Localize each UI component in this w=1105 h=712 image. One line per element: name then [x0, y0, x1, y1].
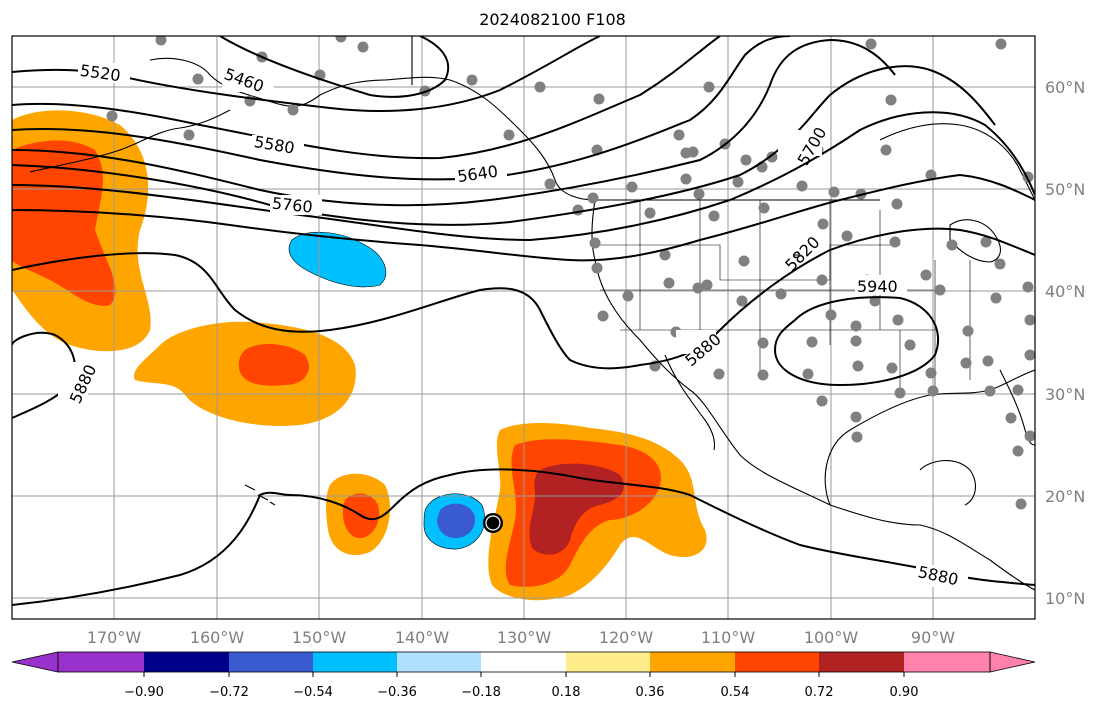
lon-tick-label: 130°W	[497, 628, 552, 647]
us-west-coast	[591, 199, 1035, 591]
lon-tick-label: 110°W	[701, 628, 756, 647]
lon-tick-label: 120°W	[599, 628, 654, 647]
aleutians	[29, 109, 231, 173]
colorbar-segment	[144, 652, 229, 672]
contour-5460	[219, 36, 450, 98]
colorbar-segment	[58, 652, 144, 672]
contour-5640	[12, 36, 791, 181]
lon-tick-label: 160°W	[190, 628, 245, 647]
map-frame	[11, 35, 1036, 620]
colorbar-tick-label: −0.54	[293, 685, 333, 700]
coastlines	[29, 36, 1035, 591]
colorbar-tick-label: −0.90	[124, 685, 164, 700]
colorbar-extend-high	[989, 651, 1036, 673]
colorbar-segment	[904, 652, 990, 672]
contour-5880-south	[12, 468, 1035, 606]
colorbar-tick-label: −0.18	[461, 685, 501, 700]
colorbar-tick-label: −0.36	[377, 685, 417, 700]
colorbar-segment	[735, 652, 819, 672]
lat-tick-label: 20°N	[1045, 487, 1085, 506]
colorbar: −0.90 −0.72 −0.54 −0.36 −0.18 0.18 0.36 …	[11, 651, 1036, 700]
contour-5940	[773, 296, 940, 387]
great-lakes	[949, 219, 1001, 263]
colorbar-frame	[57, 651, 991, 673]
colorbar-tick-label: 0.18	[552, 685, 581, 700]
contour-5700-a	[12, 38, 896, 207]
contour-5880-loop	[12, 331, 76, 419]
colorbar-tick-label: −0.72	[209, 685, 249, 700]
contour-5760	[12, 111, 1035, 242]
colorbar-segment	[481, 652, 566, 672]
lon-tick-label: 170°W	[87, 628, 142, 647]
contour-5580	[12, 36, 721, 160]
anomaly-blue-north	[288, 231, 387, 288]
hudson-bay	[879, 123, 1035, 201]
map-title: 2024082100 F108	[479, 10, 626, 29]
colorbar-tick-label: 0.36	[636, 685, 665, 700]
contour-label: 5760	[271, 194, 313, 217]
colorbar-segment	[397, 652, 481, 672]
lat-tick-label: 40°N	[1045, 282, 1085, 301]
colorbar-segment	[819, 652, 904, 672]
colorbar-tick-label: 0.90	[890, 685, 919, 700]
contour-label: 5940	[857, 277, 898, 296]
lat-tick-labels: 10°N 20°N 30°N 40°N 50°N 60°N	[1045, 78, 1085, 608]
anomaly-red-central	[238, 343, 309, 386]
lon-tick-label: 100°W	[804, 628, 859, 647]
anomaly-darkred-east	[529, 463, 624, 555]
contour-5820	[12, 173, 1035, 262]
station-dots	[106, 36, 1035, 510]
lon-tick-label: 150°W	[292, 628, 347, 647]
colorbar-extend-low	[11, 651, 59, 673]
contour-5700-b	[12, 65, 996, 226]
florida	[999, 369, 1035, 446]
colorbar-segment	[229, 652, 313, 672]
yucatan	[919, 460, 976, 506]
baja-california	[664, 354, 716, 451]
gulf-of-mexico	[824, 369, 1035, 506]
lat-tick-label: 10°N	[1045, 589, 1085, 608]
lat-tick-label: 30°N	[1045, 385, 1085, 404]
colorbar-segment	[313, 652, 397, 672]
lon-tick-labels: 170°W 160°W 150°W 140°W 130°W 120°W 110°…	[87, 628, 955, 647]
height-contours	[12, 36, 1035, 606]
contour-5880-west	[12, 227, 1035, 370]
contour-labels: 5520 5460 5580 5640 5760 5700 5820 5940 …	[58, 61, 968, 589]
gridlines	[12, 36, 1035, 619]
map-panel: 5520 5460 5580 5640 5760 5700 5820 5940 …	[12, 36, 1035, 619]
lat-tick-label: 60°N	[1045, 78, 1085, 97]
colorbar-tick-label: 0.72	[805, 685, 834, 700]
lat-tick-label: 50°N	[1045, 180, 1085, 199]
colorbar-segment	[650, 652, 735, 672]
lon-tick-label: 90°W	[911, 628, 955, 647]
lon-tick-label: 140°W	[395, 628, 450, 647]
colorbar-segment	[566, 652, 650, 672]
anomaly-darkblue-storm	[437, 503, 475, 538]
storm-center-marker	[483, 513, 503, 533]
colorbar-tick-label: 0.54	[721, 685, 750, 700]
